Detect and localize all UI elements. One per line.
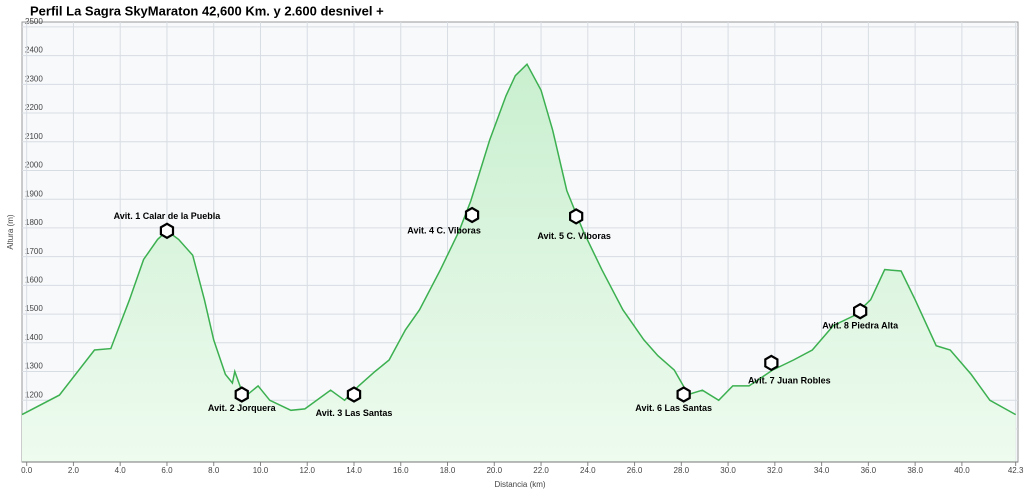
y-axis-label: Altura (m) — [6, 214, 15, 249]
aid-station-marker — [676, 386, 691, 403]
x-tick-label: 42.3 — [1008, 466, 1024, 475]
x-tick-label: 16.0 — [393, 466, 409, 475]
x-tick-label: 6.0 — [161, 466, 173, 475]
aid-station-marker — [346, 386, 362, 403]
aid-station-label: Avit. 6 Las Santas — [635, 403, 712, 413]
x-tick-label: 34.0 — [814, 466, 830, 475]
aid-station-marker — [852, 302, 868, 320]
aid-station-marker — [764, 354, 779, 372]
y-tick-label: 1200 — [25, 390, 43, 399]
x-tick-label: 36.0 — [861, 466, 877, 475]
x-tick-label: 20.0 — [486, 466, 502, 475]
y-tick-label: 1800 — [25, 218, 43, 227]
y-tick-label: 2200 — [25, 103, 43, 112]
aid-station-label: Avit. 1 Calar de la Puebla — [114, 211, 222, 221]
area-fill — [22, 64, 1016, 462]
aid-station-marker — [568, 208, 584, 225]
x-tick-label: 2.0 — [68, 466, 80, 475]
y-tick-label: 1900 — [25, 189, 43, 198]
aid-station-label: Avit. 4 C. Viboras — [407, 225, 481, 235]
y-tick-label: 2500 — [25, 17, 43, 26]
x-tick-label: 26.0 — [627, 466, 643, 475]
x-axis-label: Distancia (km) — [494, 480, 545, 489]
x-tick-label: 38.0 — [907, 466, 923, 475]
y-tick-label: 1700 — [25, 247, 43, 256]
aid-station-label: Avit. 3 Las Santas — [316, 408, 393, 418]
y-tick-label: 2400 — [25, 46, 43, 55]
x-tick-label: 14.0 — [346, 466, 362, 475]
x-tick-label: 30.0 — [720, 466, 736, 475]
y-tick-label: 2100 — [25, 132, 43, 141]
aid-station-label: Avit. 2 Jorquera — [208, 403, 277, 413]
aid-station-label: Avit. 8 Piedra Alta — [822, 321, 899, 331]
x-tick-label: 18.0 — [440, 466, 456, 475]
x-tick-label: 12.0 — [299, 466, 315, 475]
aid-station-marker — [234, 386, 249, 403]
x-tick-label: 4.0 — [115, 466, 127, 475]
x-tick-label: 32.0 — [767, 466, 783, 475]
y-tick-label: 1600 — [25, 275, 43, 284]
x-tick-label: 10.0 — [253, 466, 269, 475]
y-tick-label: 2300 — [25, 74, 43, 83]
x-tick-label: 40.0 — [954, 466, 970, 475]
x-tick-label: 22.0 — [533, 466, 549, 475]
aid-station-marker — [464, 206, 480, 224]
y-tick-label: 1300 — [25, 362, 43, 371]
aid-station-label: Avit. 7 Juan Robles — [748, 375, 831, 385]
x-tick-label: 28.0 — [674, 466, 690, 475]
aid-station-marker — [159, 222, 175, 240]
y-tick-label: 1400 — [25, 333, 43, 342]
y-tick-label: 1500 — [25, 304, 43, 313]
y-tick-label: 2000 — [25, 161, 43, 170]
aid-station-label: Avit. 5 C. Viboras — [537, 231, 611, 241]
x-tick-label: 0.0 — [21, 466, 33, 475]
profile-line — [21, 62, 1017, 416]
x-tick-label: 8.0 — [208, 466, 220, 475]
x-tick-label: 24.0 — [580, 466, 596, 475]
chart-title: Perfil La Sagra SkyMaraton 42,600 Km. y … — [30, 3, 384, 18]
